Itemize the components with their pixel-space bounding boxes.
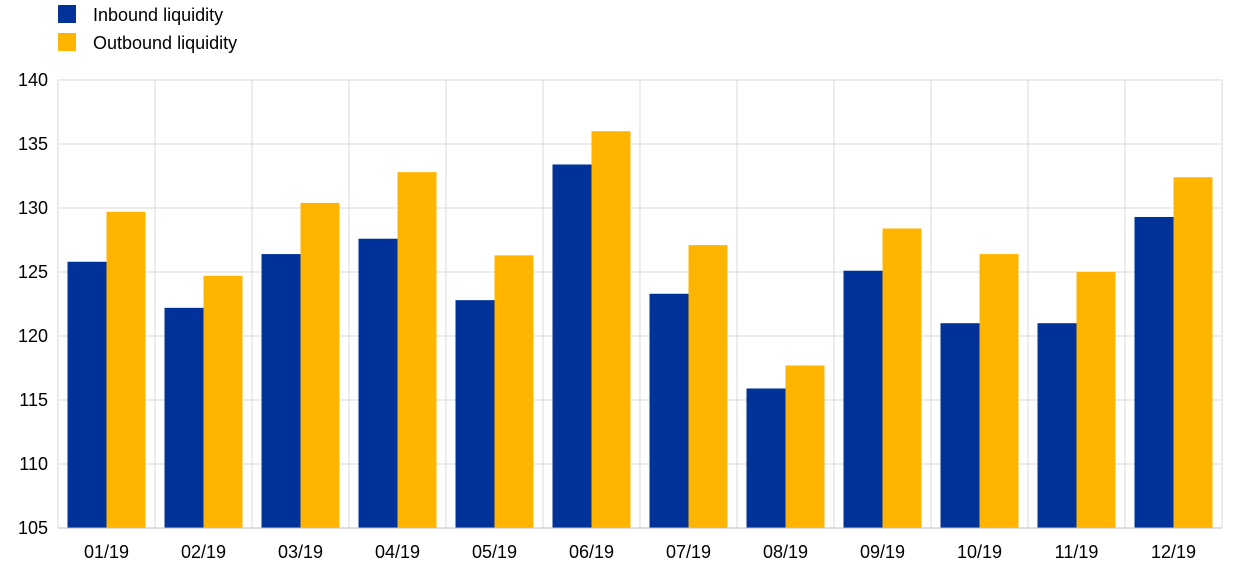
x-tick-label: 10/19 [957,542,1002,562]
bar-inbound-10-19 [940,323,980,528]
x-tick-label: 02/19 [181,542,226,562]
bar-outbound-03-19 [300,202,340,528]
bar-outbound-10-19 [979,254,1019,528]
bar-inbound-08-19 [746,388,786,528]
x-tick-label: 08/19 [763,542,808,562]
y-tick-label: 120 [18,326,48,346]
x-tick-label: 01/19 [84,542,129,562]
x-tick-label: 12/19 [1151,542,1196,562]
bar-outbound-01-19 [106,211,146,528]
x-tick-label: 06/19 [569,542,614,562]
bar-inbound-11-19 [1037,323,1077,528]
bar-inbound-06-19 [552,164,592,529]
bar-inbound-12-19 [1134,216,1174,528]
bar-outbound-06-19 [591,131,631,528]
y-tick-label: 105 [18,518,48,538]
y-tick-labels: 105 110 115 120 125 130 135 140 [18,70,48,538]
bar-inbound-02-19 [164,307,204,528]
bar-outbound-07-19 [688,245,728,528]
y-tick-label: 140 [18,70,48,90]
x-tick-label: 05/19 [472,542,517,562]
x-tick-label: 09/19 [860,542,905,562]
legend-label-inbound: Inbound liquidity [93,5,223,25]
legend-label-outbound: Outbound liquidity [93,33,237,53]
bar-outbound-04-19 [397,172,437,528]
bar-outbound-11-19 [1076,272,1116,528]
bar-inbound-05-19 [455,300,495,528]
y-tick-label: 135 [18,134,48,154]
y-tick-label: 115 [19,390,48,410]
legend: Inbound liquidity Outbound liquidity [58,5,237,53]
bar-inbound-04-19 [358,238,398,528]
legend-swatch-outbound [58,33,76,51]
bar-inbound-01-19 [67,261,107,528]
bars [67,131,1213,529]
bar-outbound-05-19 [494,255,534,529]
bar-outbound-09-19 [882,228,922,529]
bar-outbound-12-19 [1173,177,1213,528]
bar-outbound-02-19 [203,275,243,528]
bar-inbound-03-19 [261,254,301,528]
legend-swatch-inbound [58,5,76,23]
y-tick-label: 130 [18,198,48,218]
y-tick-label: 125 [18,262,48,282]
x-tick-label: 11/19 [1055,542,1099,562]
x-tick-labels: 01/19 02/19 03/19 04/19 05/19 06/19 07/19 08/19… [84,542,1196,562]
bar-inbound-09-19 [843,270,883,528]
x-tick-label: 04/19 [375,542,420,562]
x-tick-label: 07/19 [666,542,711,562]
y-tick-label: 110 [19,454,48,474]
bar-outbound-08-19 [785,365,825,528]
gridlines [57,79,1223,529]
bar-inbound-07-19 [649,293,689,528]
x-tick-label: 03/19 [278,542,323,562]
